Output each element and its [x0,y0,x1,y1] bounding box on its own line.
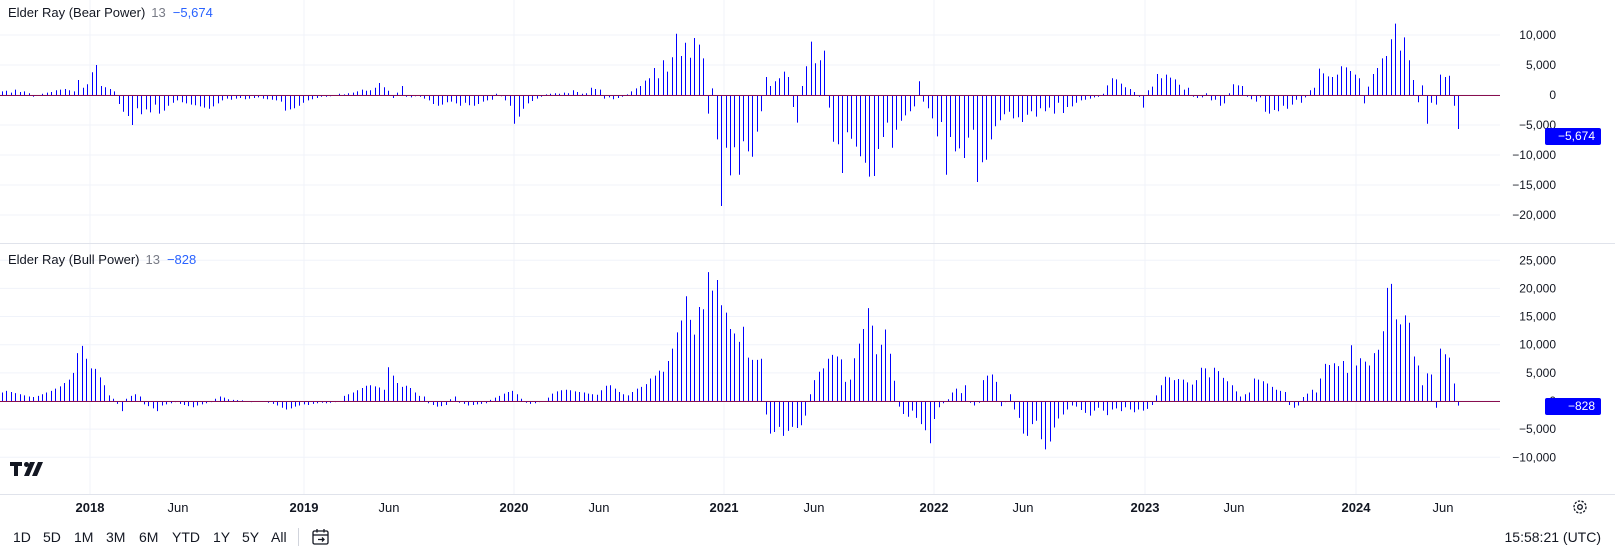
axis-tick-label: 5,000 [1526,366,1556,380]
bull-last-value-label: −828 [1545,398,1601,415]
axis-tick-label: −15,000 [1512,178,1556,192]
time-axis-label: 2022 [919,500,949,515]
toolbar-divider [298,528,299,546]
axis-tick-label: 0 [1549,88,1556,102]
utc-clock[interactable]: 15:58:21 (UTC) [1504,529,1601,545]
range-5d-button[interactable]: 5D [43,529,61,545]
axis-tick-label: −5,000 [1519,422,1556,436]
axis-tick-label: 10,000 [1519,338,1556,352]
bear-power-pane[interactable]: 10,000 5,000 0 −5,000 −10,000 −15,000 −20,000 … [0,0,1615,244]
axis-tick-label: 10,000 [1519,28,1556,42]
bear-last-value-label: −5,674 [1545,128,1601,145]
axis-tick-label: −10,000 [1512,148,1556,162]
bull-power-legend[interactable]: Elder Ray (Bull Power) 13 −828 [8,252,196,267]
time-axis-label: Jun [167,500,189,515]
time-axis-label: 2019 [289,500,319,515]
indicator-length: 13 [145,252,160,267]
pane-separator[interactable] [0,243,1615,244]
bear-power-legend[interactable]: Elder Ray (Bear Power) 13 −5,674 [8,5,213,20]
range-ytd-button[interactable]: YTD [172,529,200,545]
time-axis-label: Jun [1223,500,1245,515]
axis-tick-label: 20,000 [1519,281,1556,295]
bull-power-chart: 25,00020,00015,00010,0005,0000−5,000−10,… [0,244,1556,494]
time-axis-label: Jun [1012,500,1034,515]
axis-tick-label: −20,000 [1512,208,1556,222]
time-axis-label: 2018 [75,500,105,515]
time-axis-label: Jun [588,500,610,515]
axis-tick-label: 25,000 [1519,253,1556,267]
time-axis-label: 2024 [1341,500,1371,515]
indicator-name: Elder Ray (Bull Power) [8,252,140,267]
time-axis-label: 2023 [1130,500,1160,515]
indicator-length: 13 [151,5,166,20]
axis-tick-label: 5,000 [1526,58,1556,72]
axis-tick-label: 15,000 [1519,310,1556,324]
axis-tick-label: −10,000 [1512,450,1556,464]
indicator-value: −828 [166,252,197,267]
range-1y-button[interactable]: 1Y [213,529,231,545]
time-axis-label: Jun [1432,500,1454,515]
time-axis[interactable]: 2018 Jun 2019 Jun 2020 Jun 2021 Jun 2022 Jun 2023 J… [0,494,1615,519]
range-all-button[interactable]: All [271,529,287,545]
range-5y-button[interactable]: 5Y [242,529,260,545]
indicator-value: −5,674 [172,5,213,20]
range-1m-button[interactable]: 1M [74,529,94,545]
time-axis-label: 2020 [499,500,529,515]
time-axis-label: Jun [378,500,400,515]
range-3m-button[interactable]: 3M [106,529,126,545]
range-1d-button[interactable]: 1D [13,529,31,545]
indicator-name: Elder Ray (Bear Power) [8,5,146,20]
gear-icon[interactable] [1571,498,1589,516]
time-axis-label: Jun [803,500,825,515]
tradingview-logo-icon[interactable] [10,460,44,478]
range-6m-button[interactable]: 6M [139,529,159,545]
bottom-toolbar: 1D 5D 1M 3M 6M YTD 1Y 5Y All 15:58:21 (U… [0,518,1615,554]
bull-power-pane[interactable]: 25,00020,00015,00010,0005,0000−5,000−10,… [0,244,1615,494]
calendar-goto-icon[interactable] [311,527,331,547]
time-axis-label: 2021 [709,500,739,515]
